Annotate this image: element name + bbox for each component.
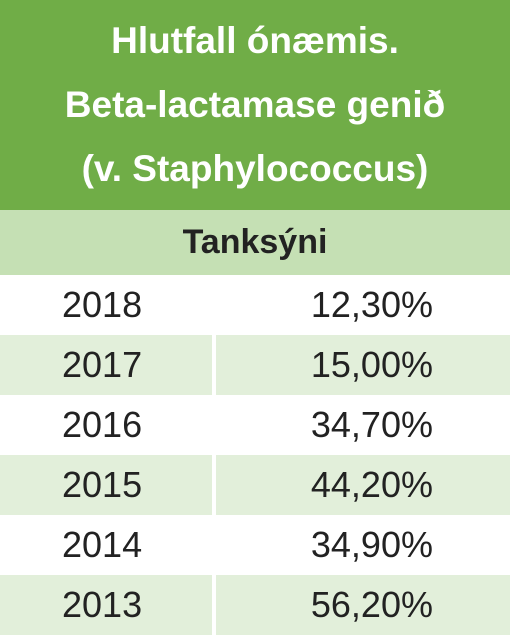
table-row: 2016 34,70%	[0, 395, 510, 455]
table-row: 2013 56,20%	[0, 575, 510, 635]
value-cell: 15,00%	[310, 344, 433, 385]
year-cell: 2018	[62, 284, 143, 325]
table-row: 2017 15,00%	[0, 335, 510, 395]
value-cell: 44,20%	[310, 464, 433, 505]
year-cell: 2015	[62, 464, 143, 505]
year-cell: 2016	[62, 404, 143, 445]
title-line: Beta-lactamase genið	[64, 84, 446, 125]
table-row: 2015 44,20%	[0, 455, 510, 515]
title-line: Hlutfall ónæmis.	[111, 20, 399, 61]
value-cell: 34,70%	[310, 404, 433, 445]
year-cell: 2017	[62, 344, 143, 385]
table-row: 2014 34,90%	[0, 515, 510, 575]
value-cell: 12,30%	[310, 284, 433, 325]
title-line: (v. Staphylococcus)	[81, 148, 429, 189]
year-cell: 2013	[62, 584, 143, 625]
subheader: Tanksýni	[0, 210, 510, 275]
year-cell: 2014	[62, 524, 143, 565]
value-cell: 34,90%	[310, 524, 433, 565]
header: Hlutfall ónæmis. Beta-lactamase genið (v. …	[0, 0, 510, 210]
value-cell: 56,20%	[310, 584, 433, 625]
table-body: 2018 12,30% 2017 15,00% 2016 34,70% 2015 44,20%…	[0, 275, 510, 635]
table-row: 2018 12,30%	[0, 275, 510, 335]
